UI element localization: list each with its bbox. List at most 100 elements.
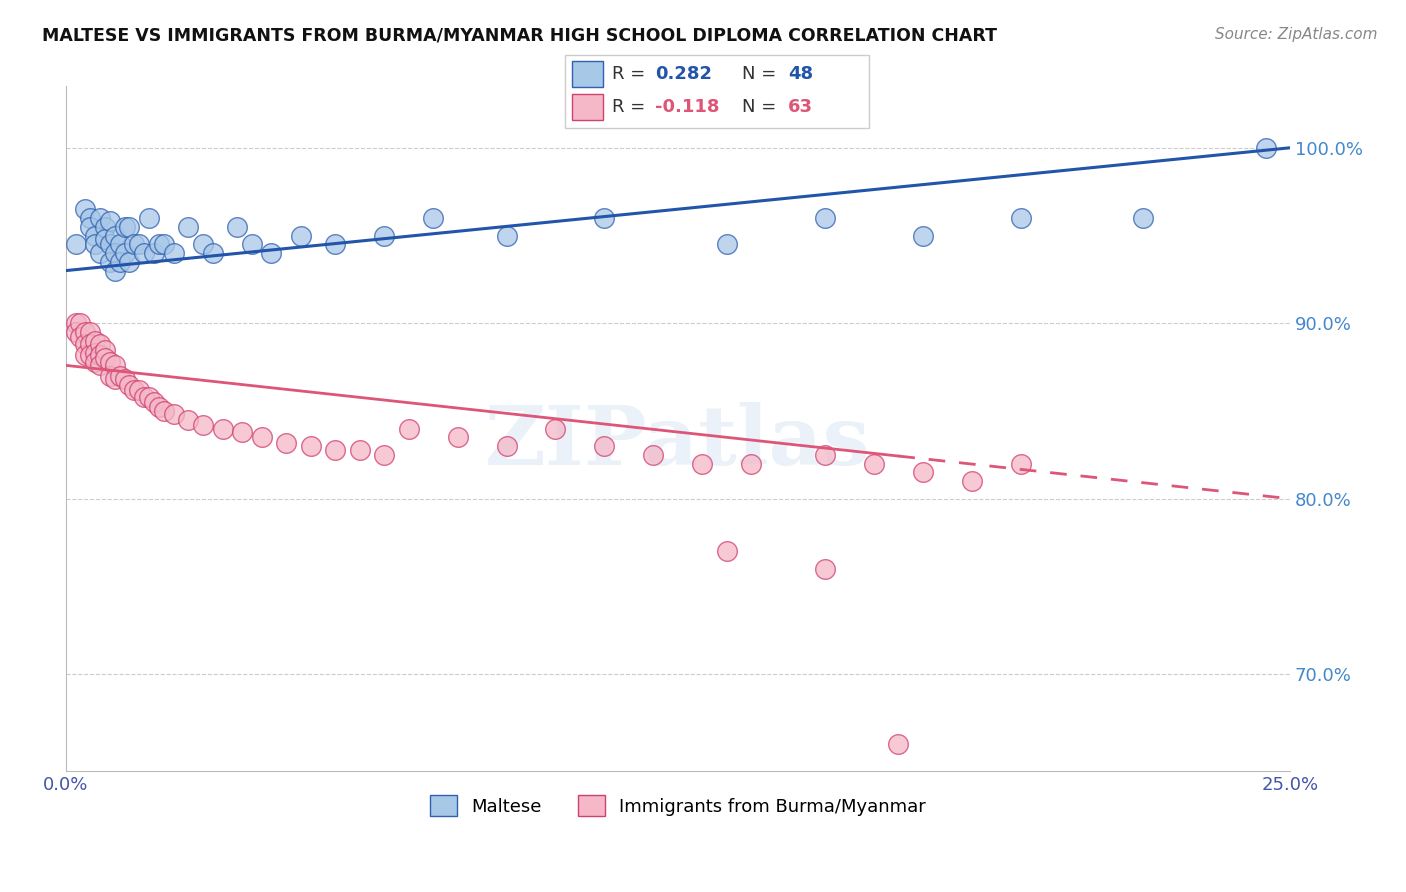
- Point: [114, 219, 136, 234]
- Point: [1010, 457, 1032, 471]
- Text: -0.118: -0.118: [655, 97, 720, 116]
- Legend: Maltese, Immigrants from Burma/Myanmar: Maltese, Immigrants from Burma/Myanmar: [423, 788, 934, 823]
- Point: [1010, 211, 1032, 225]
- Point: [128, 383, 150, 397]
- Point: [98, 214, 121, 228]
- Point: [108, 255, 131, 269]
- Text: Source: ZipAtlas.com: Source: ZipAtlas.com: [1215, 27, 1378, 42]
- Point: [142, 246, 165, 260]
- Point: [152, 237, 174, 252]
- Point: [911, 466, 934, 480]
- Point: [124, 383, 146, 397]
- Point: [1254, 141, 1277, 155]
- Point: [79, 337, 101, 351]
- Point: [104, 263, 127, 277]
- Point: [134, 246, 156, 260]
- Text: 48: 48: [789, 65, 813, 83]
- Point: [142, 395, 165, 409]
- Point: [177, 413, 200, 427]
- Point: [108, 368, 131, 383]
- Point: [960, 474, 983, 488]
- Point: [94, 219, 117, 234]
- FancyBboxPatch shape: [565, 55, 869, 128]
- Point: [89, 211, 111, 225]
- Point: [65, 325, 87, 339]
- Point: [79, 219, 101, 234]
- Point: [128, 237, 150, 252]
- Point: [65, 316, 87, 330]
- Point: [299, 439, 322, 453]
- Point: [75, 337, 97, 351]
- Point: [98, 255, 121, 269]
- Point: [887, 737, 910, 751]
- Point: [446, 430, 468, 444]
- Point: [716, 237, 738, 252]
- Point: [495, 228, 517, 243]
- Text: R =: R =: [612, 97, 645, 116]
- Point: [250, 430, 273, 444]
- Point: [138, 211, 160, 225]
- Text: N =: N =: [742, 65, 776, 83]
- Point: [108, 237, 131, 252]
- Point: [104, 359, 127, 373]
- Point: [740, 457, 762, 471]
- Point: [495, 439, 517, 453]
- Point: [226, 219, 249, 234]
- FancyBboxPatch shape: [572, 95, 603, 120]
- Point: [148, 237, 170, 252]
- Point: [349, 442, 371, 457]
- Point: [94, 343, 117, 357]
- Text: R =: R =: [612, 65, 645, 83]
- Point: [398, 421, 420, 435]
- Point: [422, 211, 444, 225]
- Point: [373, 448, 395, 462]
- Point: [84, 346, 107, 360]
- Point: [118, 255, 141, 269]
- Point: [148, 401, 170, 415]
- Point: [94, 232, 117, 246]
- Point: [114, 246, 136, 260]
- Point: [716, 544, 738, 558]
- Text: ZIPatlas: ZIPatlas: [485, 402, 870, 483]
- FancyBboxPatch shape: [572, 62, 603, 87]
- Point: [544, 421, 567, 435]
- Point: [191, 417, 214, 432]
- Point: [201, 246, 224, 260]
- Point: [177, 219, 200, 234]
- Point: [138, 390, 160, 404]
- Point: [911, 228, 934, 243]
- Point: [104, 246, 127, 260]
- Point: [89, 348, 111, 362]
- Point: [240, 237, 263, 252]
- Text: N =: N =: [742, 97, 776, 116]
- Point: [124, 237, 146, 252]
- Point: [323, 442, 346, 457]
- Point: [75, 202, 97, 217]
- Point: [84, 355, 107, 369]
- Point: [211, 421, 233, 435]
- Point: [191, 237, 214, 252]
- Point: [323, 237, 346, 252]
- Point: [692, 457, 714, 471]
- Point: [152, 404, 174, 418]
- Point: [98, 355, 121, 369]
- Point: [231, 425, 253, 439]
- Point: [75, 348, 97, 362]
- Point: [84, 334, 107, 348]
- Point: [593, 439, 616, 453]
- Point: [643, 448, 665, 462]
- Point: [89, 337, 111, 351]
- Point: [79, 348, 101, 362]
- Point: [276, 435, 298, 450]
- Point: [104, 372, 127, 386]
- Point: [134, 390, 156, 404]
- Point: [89, 359, 111, 373]
- Point: [94, 351, 117, 366]
- Point: [373, 228, 395, 243]
- Point: [98, 368, 121, 383]
- Point: [84, 228, 107, 243]
- Point: [104, 228, 127, 243]
- Point: [69, 330, 91, 344]
- Point: [162, 246, 184, 260]
- Point: [75, 325, 97, 339]
